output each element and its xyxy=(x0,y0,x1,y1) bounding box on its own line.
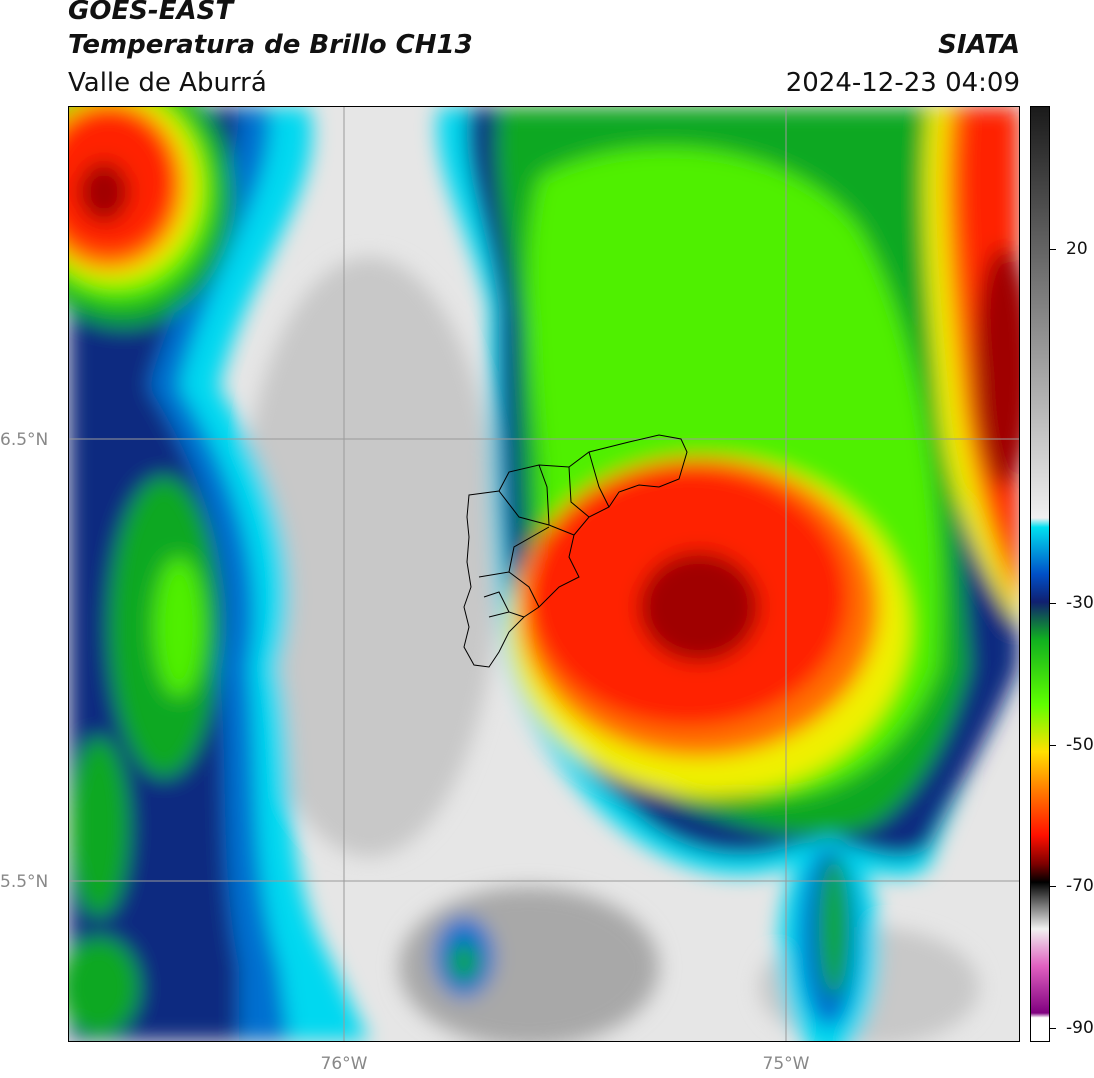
satellite-title: GOES-EAST xyxy=(68,0,234,26)
lon-label-75: 75°W xyxy=(762,1054,810,1074)
colorbar-label-minus30: -30 xyxy=(1066,593,1094,613)
datetime-label: 2024-12-23 04:09 xyxy=(785,68,1020,98)
lat-label-6-5: 6.5°N xyxy=(0,430,49,450)
colorbar-label-minus50: -50 xyxy=(1066,735,1094,755)
region-title: Valle de Aburrá xyxy=(68,68,267,98)
colorbar-tick xyxy=(1050,745,1056,746)
brightness-temperature-map xyxy=(68,106,1020,1042)
lat-label-5-5: 5.5°N xyxy=(0,872,49,892)
product-title: Temperatura de Brillo CH13 xyxy=(68,30,473,60)
lon-label-76: 76°W xyxy=(320,1054,368,1074)
colorbar-label-minus90: -90 xyxy=(1066,1018,1094,1038)
colorbar-tick xyxy=(1050,1028,1056,1029)
organization-label: SIATA xyxy=(938,30,1020,60)
colorbar-tick xyxy=(1050,249,1056,250)
temperature-colorbar xyxy=(1030,106,1050,1042)
colorbar-label-20: 20 xyxy=(1066,239,1088,259)
colorbar-tick xyxy=(1050,603,1056,604)
colorbar-tick xyxy=(1050,886,1056,887)
colorbar-label-minus70: -70 xyxy=(1066,876,1094,896)
